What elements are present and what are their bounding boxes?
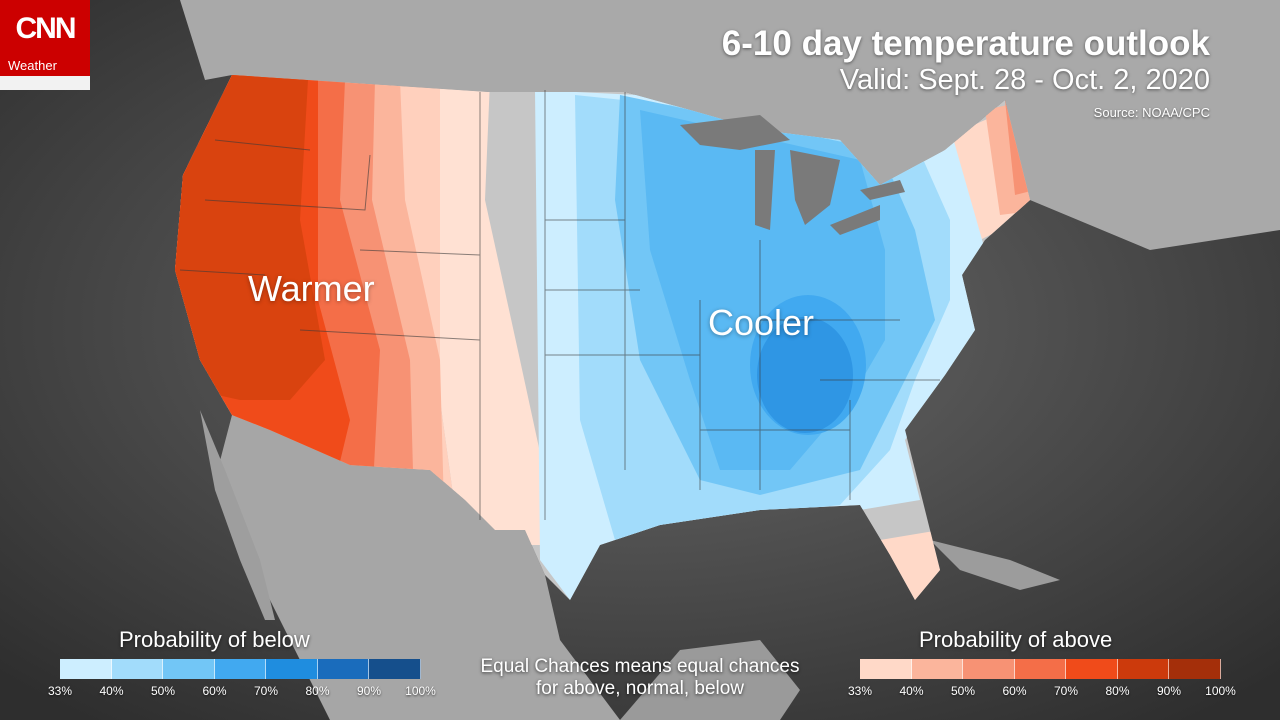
legend-tick-label: 80%: [1105, 684, 1130, 698]
legend-above-ticks: 33% 40% 50% 60% 70% 80% 90% 100%: [848, 684, 1236, 700]
legend-tick-label: 70%: [1053, 684, 1079, 698]
surrounding-land: [180, 0, 1280, 720]
legend-swatch: [60, 659, 112, 679]
legend-swatch: [369, 659, 421, 679]
legend-tick-label: 40%: [899, 684, 924, 698]
legend-tick-label: 60%: [1002, 684, 1027, 698]
cnn-weather-logo: CNN Weather: [0, 0, 90, 90]
legend-tick-label: 33%: [47, 684, 73, 698]
warmer-label: Warmer: [248, 268, 375, 309]
legend-above-bar: [860, 659, 1221, 679]
great-lakes: [680, 115, 905, 235]
legend-swatch: [1014, 659, 1066, 679]
legend-tick-label: 90%: [1156, 684, 1182, 698]
legend-swatch: [266, 659, 318, 679]
legend-below-bar: [60, 659, 421, 679]
legend-tick-label: 100%: [1205, 684, 1236, 698]
legend-tick-label: 50%: [950, 684, 976, 698]
legend-swatch: [111, 659, 163, 679]
weather-section-label: Weather: [0, 58, 90, 76]
legend-swatch: [963, 659, 1015, 679]
legend-swatch: [860, 659, 912, 679]
legend-tick-label: 50%: [150, 684, 176, 698]
legend-below-title: Probability of below: [119, 627, 310, 652]
legend-tick-label: 100%: [405, 684, 436, 698]
data-source: Source: NOAA/CPC: [1093, 105, 1210, 120]
logo-footer: [0, 76, 90, 90]
legend-below-ticks: 33% 40% 50% 60% 70% 80% 90% 100%: [48, 684, 436, 700]
legend-tick-label: 60%: [202, 684, 227, 698]
legend-tick-label: 40%: [99, 684, 124, 698]
legend-tick-label: 33%: [847, 684, 873, 698]
legend-above-title: Probability of above: [919, 627, 1113, 652]
legend-swatch: [214, 659, 266, 679]
legend-swatch: [163, 659, 215, 679]
cnn-logo-text: CNN: [0, 0, 90, 58]
legend-tick-label: 70%: [253, 684, 279, 698]
state-borders: [179, 90, 940, 520]
legend-tick-label: 90%: [356, 684, 382, 698]
equal-chances-note: Equal Chances means equal chances for ab…: [480, 656, 800, 699]
legend-swatch: [1117, 659, 1169, 679]
legend-swatch: [317, 659, 369, 679]
legend-swatch: [1066, 659, 1118, 679]
cooler-label: Cooler: [708, 302, 815, 343]
legend-swatch: [1169, 659, 1221, 679]
legend-tick-label: 80%: [305, 684, 330, 698]
legend-swatch: [911, 659, 963, 679]
valid-dates: Valid: Sept. 28 - Oct. 2, 2020: [839, 64, 1210, 96]
page-title: 6-10 day temperature outlook: [721, 24, 1210, 63]
